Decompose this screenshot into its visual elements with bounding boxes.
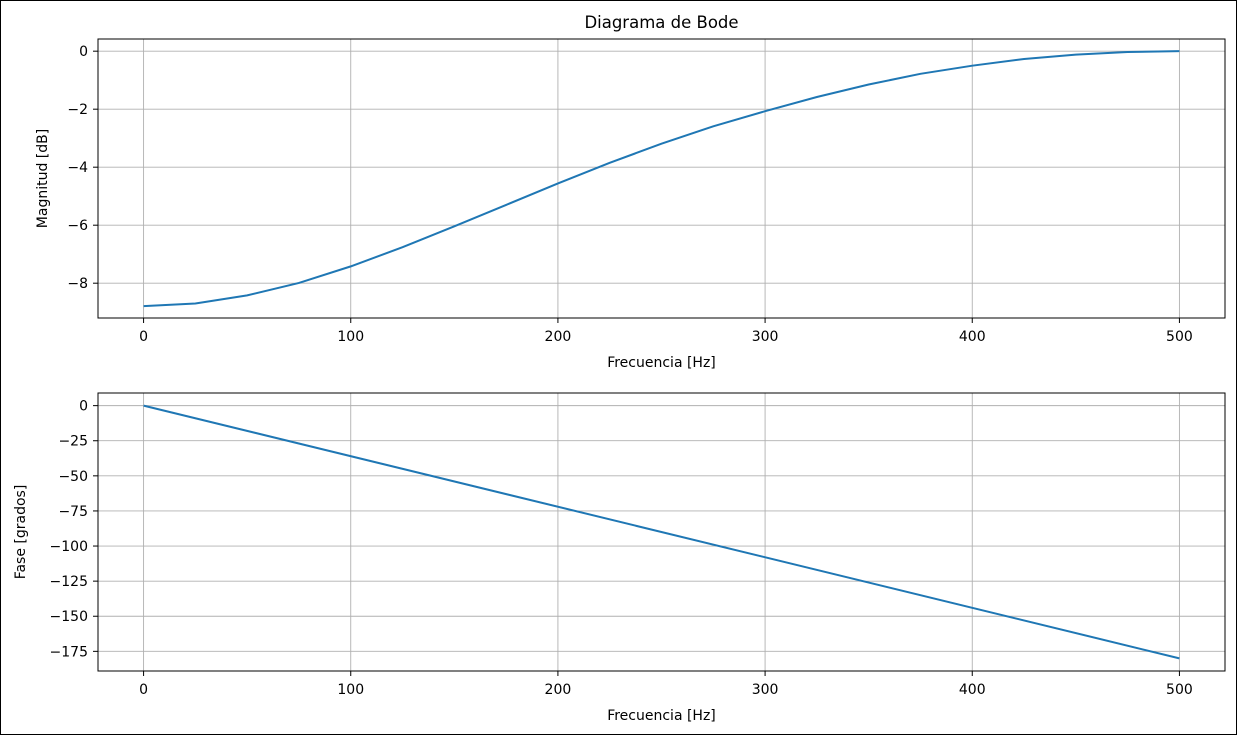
y-tick-label: −100 <box>50 539 88 555</box>
y-tick-label: −175 <box>50 644 88 660</box>
x-tick-label: 500 <box>1166 329 1193 345</box>
x-tick-label: 300 <box>752 329 779 345</box>
y-tick-label: −125 <box>50 574 88 590</box>
data-line <box>143 404 1180 660</box>
y-tick-label: −50 <box>58 469 88 485</box>
y-tick-label: −25 <box>58 434 88 450</box>
y-tick-label: −4 <box>67 160 88 176</box>
x-tick-label: 500 <box>1166 682 1193 698</box>
subplot-1: 0 100 200 300 400 500 0 −2 −4 −6 −8 Frecuencia [Hz]… <box>35 13 1226 371</box>
x-tick-label: 400 <box>959 682 986 698</box>
y-tick-label: 0 <box>79 399 88 415</box>
x-axis-label: Frecuencia [Hz] <box>607 355 716 371</box>
y-tick-label: −8 <box>67 276 88 292</box>
subplot-2: 0 100 200 300 400 500 0 −25 −50 −75 −100 −125 −150 −1… <box>13 392 1226 724</box>
x-tick-label: 200 <box>545 329 572 345</box>
y-tick-label: −6 <box>67 218 88 234</box>
chart-title: Diagrama de Bode <box>584 13 738 32</box>
x-tick-label: 300 <box>752 682 779 698</box>
x-tick-label: 0 <box>139 329 148 345</box>
y-tick-label: −2 <box>67 102 88 118</box>
x-tick-label: 0 <box>139 682 148 698</box>
data-line <box>143 50 1180 308</box>
x-tick-label: 100 <box>337 329 364 345</box>
y-tick-label: 0 <box>79 44 88 60</box>
y-tick-label: −150 <box>50 609 88 625</box>
y-axis-label: Magnitud [dB] <box>35 129 51 228</box>
x-tick-label: 200 <box>545 682 572 698</box>
axes-frame <box>97 38 1226 319</box>
y-axis-label: Fase [grados] <box>13 485 29 580</box>
y-tick-label: −75 <box>58 504 88 520</box>
axes-frame <box>97 392 1226 672</box>
x-axis-label: Frecuencia [Hz] <box>607 708 716 724</box>
x-tick-label: 400 <box>959 329 986 345</box>
x-tick-label: 100 <box>337 682 364 698</box>
